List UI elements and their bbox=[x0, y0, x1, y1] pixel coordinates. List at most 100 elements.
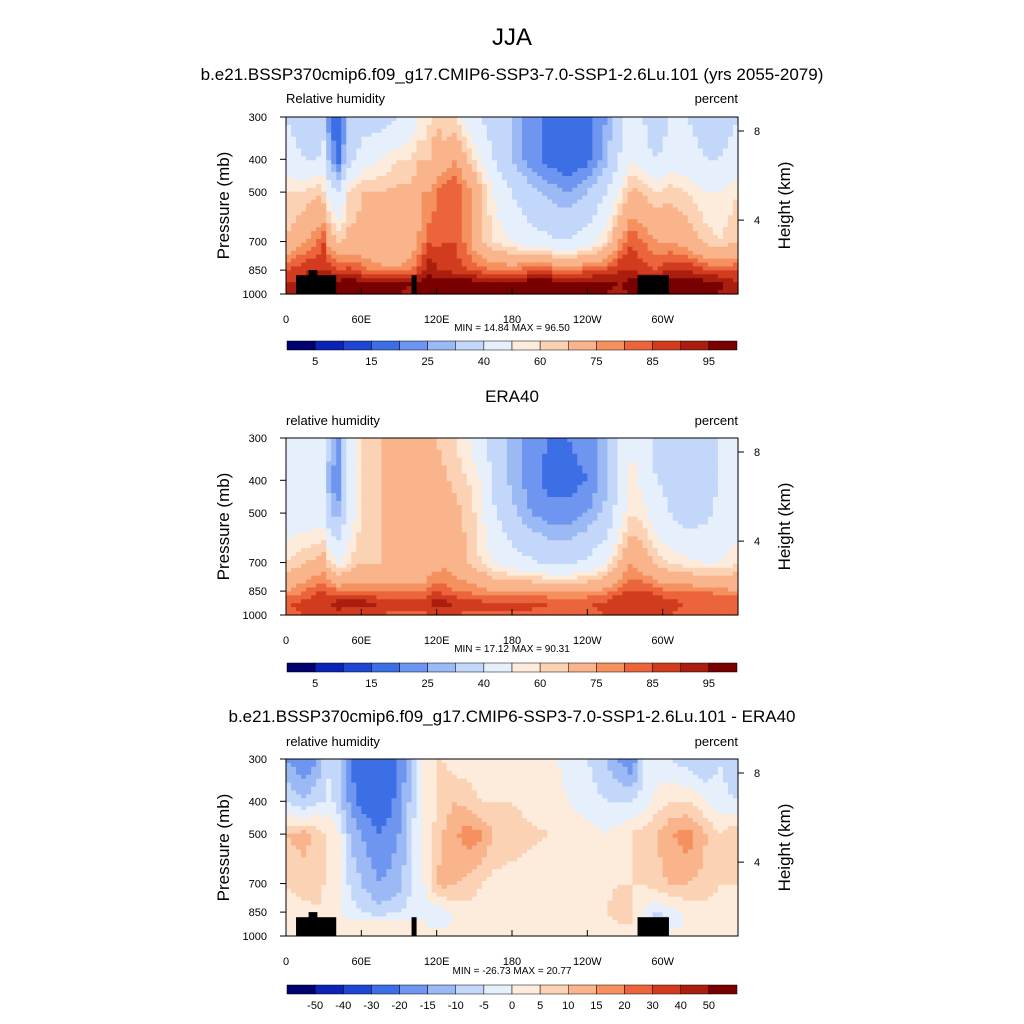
heatmap-cell bbox=[291, 286, 297, 291]
heatmap-cell bbox=[436, 176, 443, 181]
heatmap-cell bbox=[476, 227, 483, 232]
heatmap-cell bbox=[311, 457, 317, 463]
heatmap-cell bbox=[717, 187, 724, 193]
colorbar-label: 40 bbox=[478, 356, 490, 368]
heatmap-cell bbox=[617, 250, 624, 256]
heatmap-cell bbox=[572, 187, 578, 193]
heatmap-cell bbox=[396, 144, 403, 150]
heatmap-cell bbox=[732, 469, 739, 474]
heatmap-cell bbox=[622, 144, 629, 150]
heatmap-cell bbox=[702, 453, 709, 459]
heatmap-cell bbox=[557, 124, 563, 130]
heatmap-cell bbox=[391, 195, 398, 201]
heatmap-cell bbox=[331, 223, 337, 228]
heatmap-cell bbox=[311, 120, 317, 126]
heatmap-cell bbox=[386, 183, 393, 189]
heatmap-cell bbox=[592, 183, 598, 189]
heatmap-cell bbox=[717, 148, 724, 153]
heatmap-cell bbox=[311, 246, 317, 252]
heatmap-cell bbox=[637, 453, 644, 459]
heatmap-cell bbox=[436, 238, 443, 244]
heatmap-cell bbox=[311, 250, 317, 256]
heatmap-cell bbox=[391, 254, 398, 260]
heatmap-cell bbox=[426, 235, 433, 240]
heatmap-cell bbox=[491, 246, 498, 252]
heatmap-cell bbox=[416, 128, 423, 134]
heatmap-cell bbox=[512, 148, 518, 153]
heatmap-cell bbox=[622, 246, 629, 252]
heatmap-cell bbox=[702, 120, 709, 126]
heatmap-cell bbox=[466, 172, 473, 177]
heatmap-cell bbox=[426, 183, 433, 189]
heatmap-cell bbox=[351, 211, 357, 216]
heatmap-cell bbox=[456, 286, 463, 291]
heatmap-cell bbox=[406, 242, 413, 248]
heatmap-cell bbox=[381, 441, 388, 447]
heatmap-cell bbox=[431, 258, 438, 264]
heatmap-cell bbox=[717, 262, 724, 268]
heatmap-cell bbox=[517, 215, 523, 220]
heatmap-cell bbox=[506, 449, 513, 455]
heatmap-cell bbox=[527, 128, 533, 134]
heatmap-cell bbox=[416, 203, 423, 209]
heatmap-cell bbox=[496, 231, 503, 236]
heatmap-cell bbox=[486, 117, 493, 122]
heatmap-cell bbox=[301, 250, 307, 256]
heatmap-cell bbox=[306, 453, 312, 459]
heatmap-cell bbox=[667, 457, 674, 463]
heatmap-cell bbox=[461, 469, 468, 474]
heatmap-cell bbox=[451, 266, 458, 271]
heatmap-cell bbox=[662, 176, 669, 181]
heatmap-cell bbox=[356, 465, 362, 471]
heatmap-cell bbox=[426, 461, 433, 467]
heatmap-cell bbox=[406, 148, 413, 153]
heatmap-cell bbox=[376, 270, 383, 275]
heatmap-cell bbox=[667, 445, 674, 451]
heatmap-cell bbox=[577, 465, 583, 471]
heatmap-cell bbox=[542, 219, 548, 224]
heatmap-cell bbox=[506, 211, 513, 216]
heatmap-cell bbox=[547, 270, 553, 275]
heatmap-cell bbox=[301, 457, 307, 463]
heatmap-cell bbox=[416, 457, 423, 463]
heatmap-cell bbox=[316, 449, 322, 455]
heatmap-cell bbox=[301, 270, 307, 275]
heatmap-cell bbox=[431, 183, 438, 189]
heatmap-cell bbox=[552, 258, 558, 264]
heatmap-cell bbox=[652, 242, 659, 248]
heatmap-cell bbox=[441, 258, 448, 264]
heatmap-cell bbox=[461, 168, 468, 173]
colorbar-swatch bbox=[343, 340, 372, 351]
heatmap-cell bbox=[632, 282, 639, 287]
heatmap-cell bbox=[461, 282, 468, 287]
heatmap-cell bbox=[637, 242, 644, 248]
heatmap-cell bbox=[517, 140, 523, 146]
heatmap-cell bbox=[351, 215, 357, 220]
heatmap-cell bbox=[687, 262, 694, 268]
heatmap-cell bbox=[637, 266, 644, 271]
heatmap-cell bbox=[602, 231, 609, 236]
heatmap-cell bbox=[446, 128, 453, 134]
heatmap-cell bbox=[506, 438, 513, 443]
heatmap-cell bbox=[476, 211, 483, 216]
heatmap-cell bbox=[652, 199, 659, 205]
heatmap-cell bbox=[542, 274, 548, 279]
heatmap-cell bbox=[712, 164, 719, 169]
heatmap-cell bbox=[692, 207, 699, 212]
heatmap-cell bbox=[547, 124, 553, 130]
heatmap-cell bbox=[582, 211, 588, 216]
heatmap-cell bbox=[426, 445, 433, 451]
heatmap-cell bbox=[441, 124, 448, 130]
heatmap-cell bbox=[351, 246, 357, 252]
heatmap-cell bbox=[316, 231, 322, 236]
heatmap-cell bbox=[386, 266, 393, 271]
heatmap-cell bbox=[391, 242, 398, 248]
heatmap-cell bbox=[366, 152, 372, 157]
heatmap-cell bbox=[356, 231, 362, 236]
heatmap-cell bbox=[617, 156, 624, 161]
heatmap-cell bbox=[702, 258, 709, 264]
heatmap-cell bbox=[612, 199, 619, 205]
heatmap-cell bbox=[702, 266, 709, 271]
heatmap-cell bbox=[371, 183, 377, 189]
heatmap-cell bbox=[331, 453, 337, 459]
